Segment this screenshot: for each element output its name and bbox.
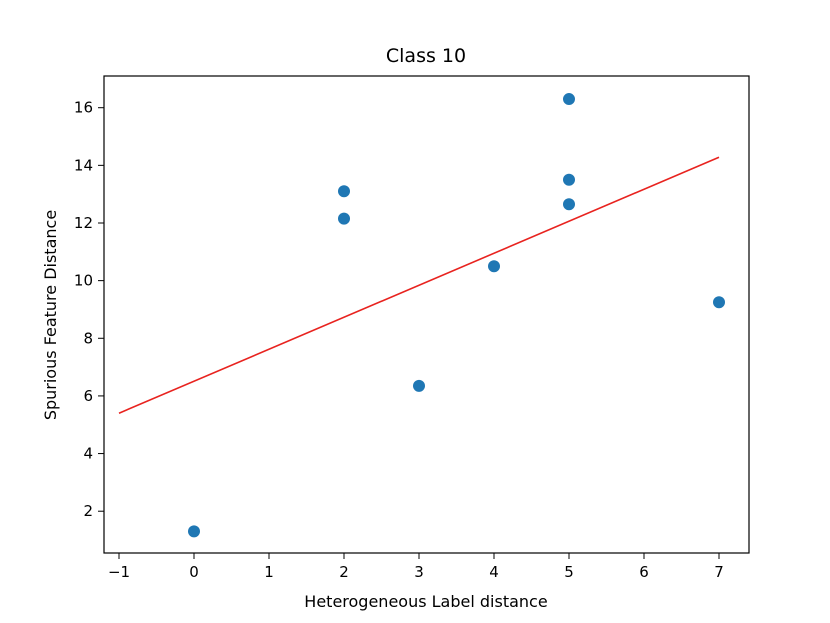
data-point [413, 379, 425, 392]
x-tick-label: 2 [339, 563, 349, 581]
x-tick-label: 4 [489, 563, 499, 581]
y-tick-label: 16 [74, 99, 93, 117]
x-tick-label: 6 [639, 563, 649, 581]
data-points-layer [188, 93, 725, 538]
x-axis-label: Heterogeneous Label distance [304, 592, 547, 611]
y-tick-label: 8 [83, 329, 93, 347]
x-tick-label: 5 [564, 563, 574, 581]
y-tick-label: 10 [74, 272, 93, 290]
regression-line [118, 156, 720, 414]
plot-area [103, 75, 750, 554]
fit-line-layer [118, 156, 720, 414]
data-point [563, 198, 575, 211]
x-tick-label: 1 [264, 563, 274, 581]
x-tick-label: 3 [414, 563, 424, 581]
data-point [488, 260, 500, 273]
data-point [338, 185, 350, 198]
x-tick-label: 0 [189, 563, 199, 581]
data-point [563, 173, 575, 186]
y-axis-label: Spurious Feature Distance [41, 210, 60, 420]
data-point [188, 525, 200, 538]
y-tick-label: 12 [74, 214, 93, 232]
data-point [338, 212, 350, 225]
x-axis-ticks: −1 0 1 2 3 4 5 6 7 [108, 553, 724, 581]
data-point [563, 93, 575, 106]
x-tick-label: 7 [714, 563, 724, 581]
y-axis-ticks: 2 4 6 8 10 12 14 16 [74, 99, 104, 520]
y-tick-label: 4 [83, 445, 93, 463]
chart-title: Class 10 [386, 45, 466, 67]
y-tick-label: 2 [83, 502, 93, 520]
data-point [713, 296, 725, 309]
y-tick-label: 6 [83, 387, 93, 405]
y-tick-label: 14 [74, 156, 93, 174]
x-tick-label: −1 [108, 563, 130, 581]
